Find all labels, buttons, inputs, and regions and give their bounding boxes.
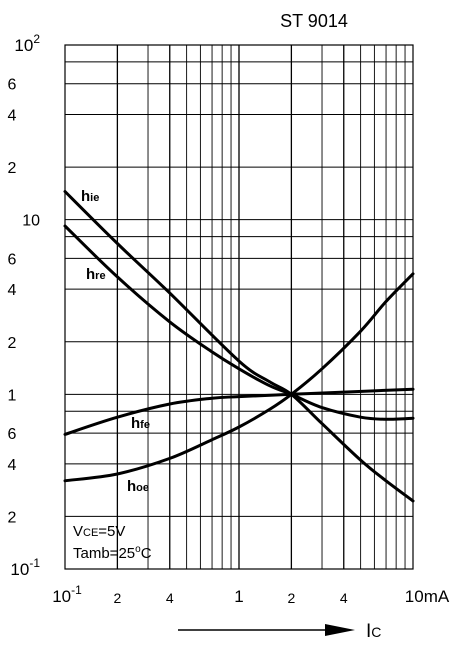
series-line-hie — [63, 190, 415, 503]
x-tick-label: 4 — [166, 590, 174, 606]
series-layer — [63, 190, 415, 503]
y-tick-label: 2 — [8, 160, 17, 177]
y-tick-label: 4 — [8, 282, 17, 299]
y-tick-label: 10 — [22, 213, 40, 230]
y-tick-label: 1 — [8, 387, 17, 404]
series-label-hoe: hoe — [127, 478, 149, 495]
y-tick-label: 10-1 — [10, 556, 40, 579]
x-tick-label: 2 — [287, 590, 295, 606]
x-tick-labels: 10-1 2 4 1 2 4 10mA — [52, 583, 450, 606]
series-line-hoe — [63, 272, 415, 483]
y-tick-label: 6 — [8, 251, 17, 268]
y-tick-label: 102 — [14, 32, 40, 55]
y-tick-labels: 102 6 4 2 10 6 4 2 1 6 4 2 10-1 — [8, 32, 41, 579]
y-tick-label: 4 — [8, 108, 17, 125]
grid-lines — [65, 45, 413, 569]
y-tick-label: 2 — [8, 335, 17, 352]
series-labels: hie hre hfe hoe — [81, 188, 150, 495]
conditions-annotation: VCE=5V Tamb=25oC — [73, 523, 152, 562]
series-label-hie: hie — [81, 188, 99, 205]
x-tick-label: 2 — [113, 590, 121, 606]
y-tick-label: 6 — [8, 426, 17, 443]
vce-condition: VCE=5V — [73, 523, 125, 540]
plot-frame — [64, 44, 414, 570]
y-tick-label: 4 — [8, 457, 17, 474]
tamb-condition: Tamb=25oC — [73, 544, 152, 562]
chart-title: ST 9014 — [280, 11, 348, 31]
x-tick-label: 1 — [234, 587, 243, 606]
series-label-hre: hre — [86, 266, 106, 283]
series-line-hfe — [63, 387, 415, 436]
x-axis-arrow-head — [325, 624, 355, 636]
series-label-hfe: hfe — [131, 415, 150, 432]
y-tick-label: 6 — [8, 77, 17, 94]
x-tick-label: 4 — [340, 590, 348, 606]
x-axis-title: IC — [366, 621, 381, 642]
x-tick-label: 10-1 — [52, 583, 82, 606]
y-tick-label: 2 — [8, 509, 17, 526]
series-line-hre — [63, 224, 415, 421]
x-axis-label: IC — [178, 621, 381, 642]
x-tick-label: 10mA — [405, 587, 450, 606]
